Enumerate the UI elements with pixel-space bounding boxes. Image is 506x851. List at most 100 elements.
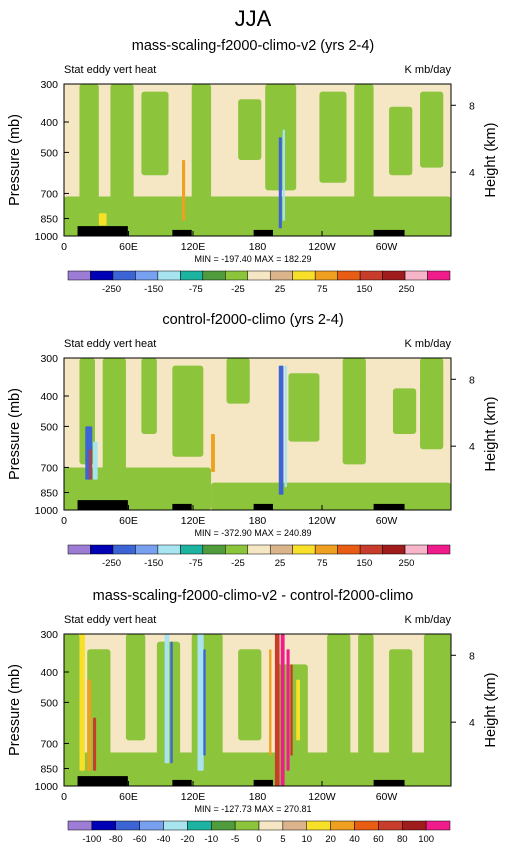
lon-tick-label: 120E: [181, 515, 206, 527]
panel-title: control-f2000-climo (yrs 2-4): [162, 312, 343, 328]
colorbar-swatch: [67, 820, 93, 831]
y-axis-label: Pressure (mb): [7, 114, 23, 206]
colorbar-label: -25: [231, 284, 245, 295]
contour-region: [423, 634, 451, 786]
contour-region: [64, 752, 451, 786]
colorbar-swatch: [67, 544, 91, 555]
contour-region: [238, 649, 262, 741]
pressure-tick-label: 500: [40, 421, 58, 433]
colorbar-label: 25: [275, 558, 286, 569]
pressure-tick-label: 850: [40, 214, 58, 226]
contour-region: [226, 358, 250, 404]
contour-streak: [93, 441, 98, 480]
colorbar-swatch: [354, 820, 379, 831]
left-label: Stat eddy vert heat: [64, 64, 156, 76]
contour-streak: [203, 649, 206, 756]
topography-mask: [253, 503, 273, 510]
colorbar-swatch: [382, 270, 406, 281]
pressure-tick-label: 850: [40, 488, 58, 500]
contour-streak: [170, 641, 173, 764]
y-axis-label-right: Height (km): [483, 123, 499, 198]
lon-tick-label: 180: [249, 241, 267, 253]
colorbar-swatch: [382, 544, 406, 555]
colorbar-label: -75: [189, 284, 203, 295]
colorbar-swatch: [359, 270, 383, 281]
contour-streak: [197, 634, 204, 771]
pressure-tick-label: 300: [40, 629, 58, 641]
colorbar-swatch: [139, 820, 164, 831]
colorbar-label: 100: [418, 834, 434, 845]
colorbar-swatch: [180, 270, 204, 281]
colorbar-swatch: [112, 544, 136, 555]
colorbar-label: 250: [399, 558, 415, 569]
colorbar-swatch: [292, 270, 316, 281]
colorbar-swatch: [202, 270, 226, 281]
colorbar-label: -25: [231, 558, 245, 569]
lon-tick-label: 60E: [119, 515, 138, 527]
stats-label: MIN = -127.73 MAX = 270.81: [194, 804, 311, 814]
colorbar-swatch: [337, 270, 361, 281]
panels: mass-scaling-f2000-climo-v2 (yrs 2-4) Sta…: [7, 38, 499, 845]
colorbar-swatch: [211, 820, 236, 831]
pressure-tick-label: 850: [40, 764, 58, 776]
pressure-tick-label: 1000: [35, 231, 59, 243]
contour-field: [64, 84, 451, 236]
contour-region: [358, 634, 374, 786]
pressure-tick-label: 700: [40, 188, 58, 200]
contour-streak: [211, 434, 215, 472]
topography-mask: [373, 779, 405, 786]
contour-streak: [87, 679, 92, 771]
contour-region: [288, 373, 320, 442]
stats-label: MIN = -372.90 MAX = 240.89: [194, 528, 311, 538]
contour-region: [172, 365, 204, 457]
colorbar-swatch: [337, 544, 361, 555]
colorbar-swatch: [247, 270, 271, 281]
colorbar-label: -5: [231, 834, 239, 845]
height-tick-label: 8: [469, 374, 475, 386]
topography-mask: [77, 226, 128, 236]
contour-region: [102, 358, 126, 495]
pressure-tick-label: 500: [40, 697, 58, 709]
lon-tick-label: 120W: [308, 241, 336, 253]
contour-streak: [278, 137, 282, 229]
colorbar-swatch: [187, 820, 212, 831]
colorbar: -250 -150 -75 -25 25 75 150 250: [67, 544, 451, 569]
lon-tick-label: 180: [249, 791, 267, 803]
colorbar-swatch: [90, 544, 114, 555]
contour-region: [354, 84, 374, 229]
contour-streak: [284, 365, 287, 488]
topography-mask: [77, 500, 128, 510]
colorbar-label: -80: [109, 834, 123, 845]
contour-region: [319, 91, 347, 183]
colorbar-swatch: [157, 544, 181, 555]
colorbar-swatch: [258, 820, 284, 831]
contour-region: [110, 84, 134, 206]
colorbar-swatch: [180, 544, 204, 555]
colorbar-swatch: [90, 270, 114, 281]
pressure-tick-label: 1000: [35, 781, 59, 793]
colorbar-swatch: [225, 270, 249, 281]
panel-2: control-f2000-climo (yrs 2-4) Stat eddy v…: [7, 312, 499, 569]
contour-region: [342, 358, 366, 465]
colorbar-label: -10: [204, 834, 218, 845]
colorbar-label: -100: [82, 834, 101, 845]
contour-region: [327, 634, 351, 771]
contour-streak: [269, 649, 272, 756]
contour-streak: [93, 717, 97, 771]
colorbar-swatch: [314, 544, 338, 555]
contour-region: [64, 196, 451, 236]
colorbar-label: -150: [144, 284, 163, 295]
colorbar-label: 20: [325, 834, 336, 845]
contour-region: [420, 91, 444, 168]
lon-tick-label: 0: [61, 515, 67, 527]
colorbar-swatch: [330, 820, 355, 831]
colorbar-swatch: [427, 270, 451, 281]
colorbar-swatch: [404, 270, 428, 281]
topography-mask: [77, 776, 128, 786]
colorbar-swatch: [247, 544, 271, 555]
contour-region: [389, 106, 413, 176]
pressure-tick-label: 500: [40, 147, 58, 159]
contour-streak: [282, 129, 285, 221]
lon-tick-label: 60W: [376, 241, 398, 253]
colorbar-swatch: [359, 544, 383, 555]
